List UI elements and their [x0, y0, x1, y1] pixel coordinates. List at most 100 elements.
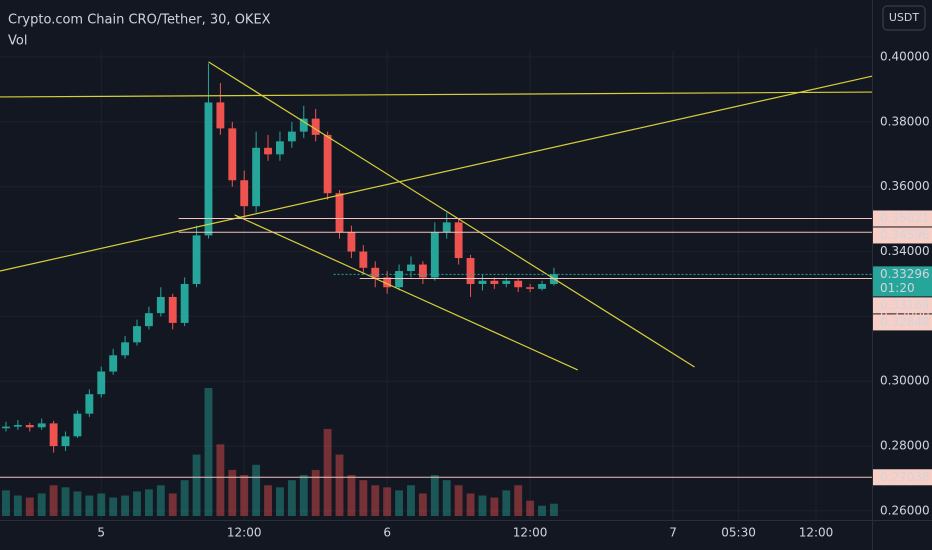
price-label-box	[873, 266, 932, 297]
y-tick-label: 0.30000	[880, 374, 930, 388]
volume-bar	[478, 495, 487, 516]
volume-bar	[97, 493, 106, 516]
candle-body	[454, 222, 463, 259]
candle-body	[37, 423, 46, 428]
volume-bar	[359, 480, 368, 516]
candle-body	[228, 128, 237, 181]
volume-bar	[347, 475, 356, 516]
x-tick-label: 12:00	[227, 526, 262, 540]
candle-body	[395, 271, 404, 288]
volume-bar	[121, 495, 130, 516]
volume-label: Vol	[8, 34, 27, 49]
candle-body	[407, 264, 415, 272]
candle-body	[121, 342, 130, 356]
volume-bar	[109, 497, 118, 516]
volume-bar	[287, 480, 296, 516]
countdown-label: 01:20	[880, 281, 915, 295]
volume-bar	[311, 469, 320, 516]
candle-body	[168, 296, 177, 323]
volume-bar	[299, 475, 308, 516]
candle-body	[2, 426, 10, 429]
candle-body	[204, 102, 213, 236]
candle-body	[514, 280, 523, 288]
candle-body	[252, 147, 261, 207]
volume-bar	[144, 489, 153, 516]
price-label-box	[873, 227, 932, 244]
volume-bar	[418, 493, 427, 516]
candle-body	[13, 425, 22, 427]
price-label: 0.34596	[880, 228, 930, 242]
candle-body	[287, 131, 296, 142]
candle-body	[311, 118, 320, 135]
candle-body	[502, 280, 511, 284]
currency-label[interactable]: USDT	[889, 11, 920, 24]
volume-bar	[430, 475, 439, 516]
volume-bar	[383, 487, 392, 516]
currency-button[interactable]	[882, 5, 926, 31]
x-tick-label: 12:00	[513, 526, 548, 540]
volume-bar	[204, 388, 213, 516]
volume-bar	[25, 497, 34, 516]
volume-bar	[228, 469, 237, 516]
price-label: 0.35021	[880, 211, 930, 225]
y-tick-label: 0.40000	[880, 50, 930, 64]
volume-bar	[240, 475, 249, 516]
volume-bar	[514, 485, 523, 516]
price-label: 0.27038	[880, 470, 930, 484]
trendline	[0, 91, 873, 98]
trendline	[208, 61, 695, 368]
volume-bar	[168, 493, 177, 516]
trendline	[234, 214, 579, 371]
candle-body	[144, 313, 153, 327]
volume-bar	[407, 485, 415, 516]
volume-bar	[323, 428, 332, 516]
chart-title: Crypto.com Chain CRO/Tether, 30, OKEX	[8, 13, 271, 28]
candle-body	[383, 277, 392, 288]
candle-body	[323, 134, 332, 194]
candle-body	[49, 423, 58, 447]
candle-body	[526, 287, 535, 289]
volume-bar	[13, 495, 22, 516]
y-tick-label: 0.26000	[880, 503, 930, 517]
candle-body	[240, 180, 249, 207]
candle-body	[276, 141, 284, 155]
x-tick-label: 7	[669, 526, 677, 540]
candle-body	[335, 193, 344, 233]
volume-bar	[466, 493, 475, 516]
candle-body	[538, 283, 546, 289]
volume-bar	[371, 485, 380, 516]
volume-bar	[37, 493, 46, 516]
x-tick-label: 5	[97, 526, 105, 540]
trendline	[0, 75, 873, 272]
volume-bar	[180, 480, 189, 516]
price-label-box	[873, 314, 932, 331]
volume-bar	[216, 444, 225, 516]
volume-bar	[49, 485, 58, 516]
volume-bar	[395, 490, 404, 516]
volume-bar	[252, 464, 261, 516]
x-tick-label: 05:30	[721, 526, 756, 540]
candle-body	[347, 232, 356, 252]
candle-body	[359, 251, 368, 268]
price-label-box	[873, 297, 932, 314]
volume-bar	[538, 505, 546, 516]
price-label-box	[873, 210, 932, 227]
candle-body	[466, 258, 475, 284]
price-label: 0.32849	[880, 315, 930, 329]
volume-bar	[133, 491, 141, 516]
volume-bar	[550, 503, 558, 516]
candle-body	[180, 283, 189, 323]
volume-bar	[526, 500, 535, 516]
candle-body	[97, 371, 106, 395]
candle-body	[264, 147, 272, 155]
price-label: 0.33169	[880, 298, 930, 312]
y-tick-label: 0.36000	[880, 179, 930, 193]
volume-bar	[442, 480, 451, 516]
candle-body	[73, 413, 82, 437]
y-tick-label: 0.34000	[880, 244, 930, 258]
volume-bar	[502, 490, 511, 516]
volume-bar	[192, 454, 201, 516]
y-tick-label: 0.38000	[880, 114, 930, 128]
x-tick-label: 6	[383, 526, 391, 540]
